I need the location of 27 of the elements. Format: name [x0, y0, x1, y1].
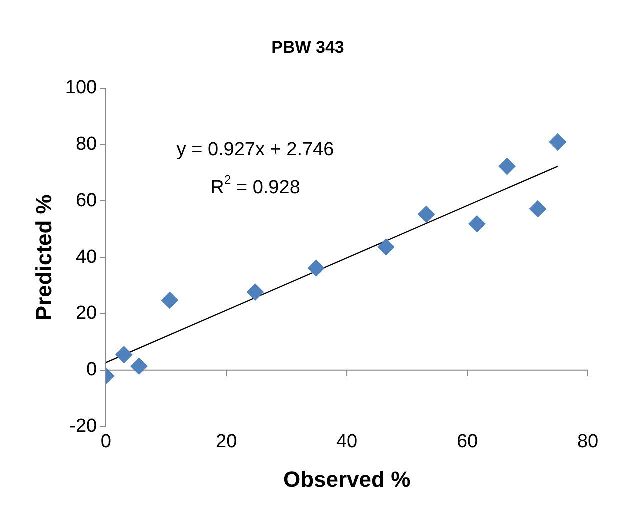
point	[246, 284, 264, 301]
y-tick-label: 40	[76, 246, 98, 268]
point	[161, 292, 178, 309]
point	[468, 216, 486, 233]
y-tick-label: 60	[76, 190, 98, 212]
point	[418, 206, 436, 223]
point	[378, 238, 395, 256]
y-tick-label: 80	[76, 134, 98, 156]
x-tick-label: 60	[456, 431, 478, 452]
x-tick-label: 20	[216, 431, 238, 452]
x-tick-label: 80	[577, 431, 599, 452]
x-tick-label: 40	[336, 431, 358, 452]
point	[130, 358, 148, 375]
point	[530, 200, 547, 218]
y-tick-label: 0	[86, 360, 98, 381]
y-tick-label: 20	[76, 303, 98, 324]
point	[116, 346, 133, 364]
point	[308, 260, 325, 277]
y-axis-title: Predicted %	[31, 194, 56, 321]
annotation: y = 0.927x + 2.746	[176, 140, 334, 161]
x-tick-label: 0	[100, 431, 112, 452]
chart-title: PBW 343	[272, 38, 344, 57]
x-axis-title: Observed %	[283, 466, 411, 492]
point	[549, 134, 566, 151]
point	[498, 158, 516, 176]
y-tick-label: -20	[70, 416, 98, 438]
y-tick-label: 100	[65, 78, 98, 99]
